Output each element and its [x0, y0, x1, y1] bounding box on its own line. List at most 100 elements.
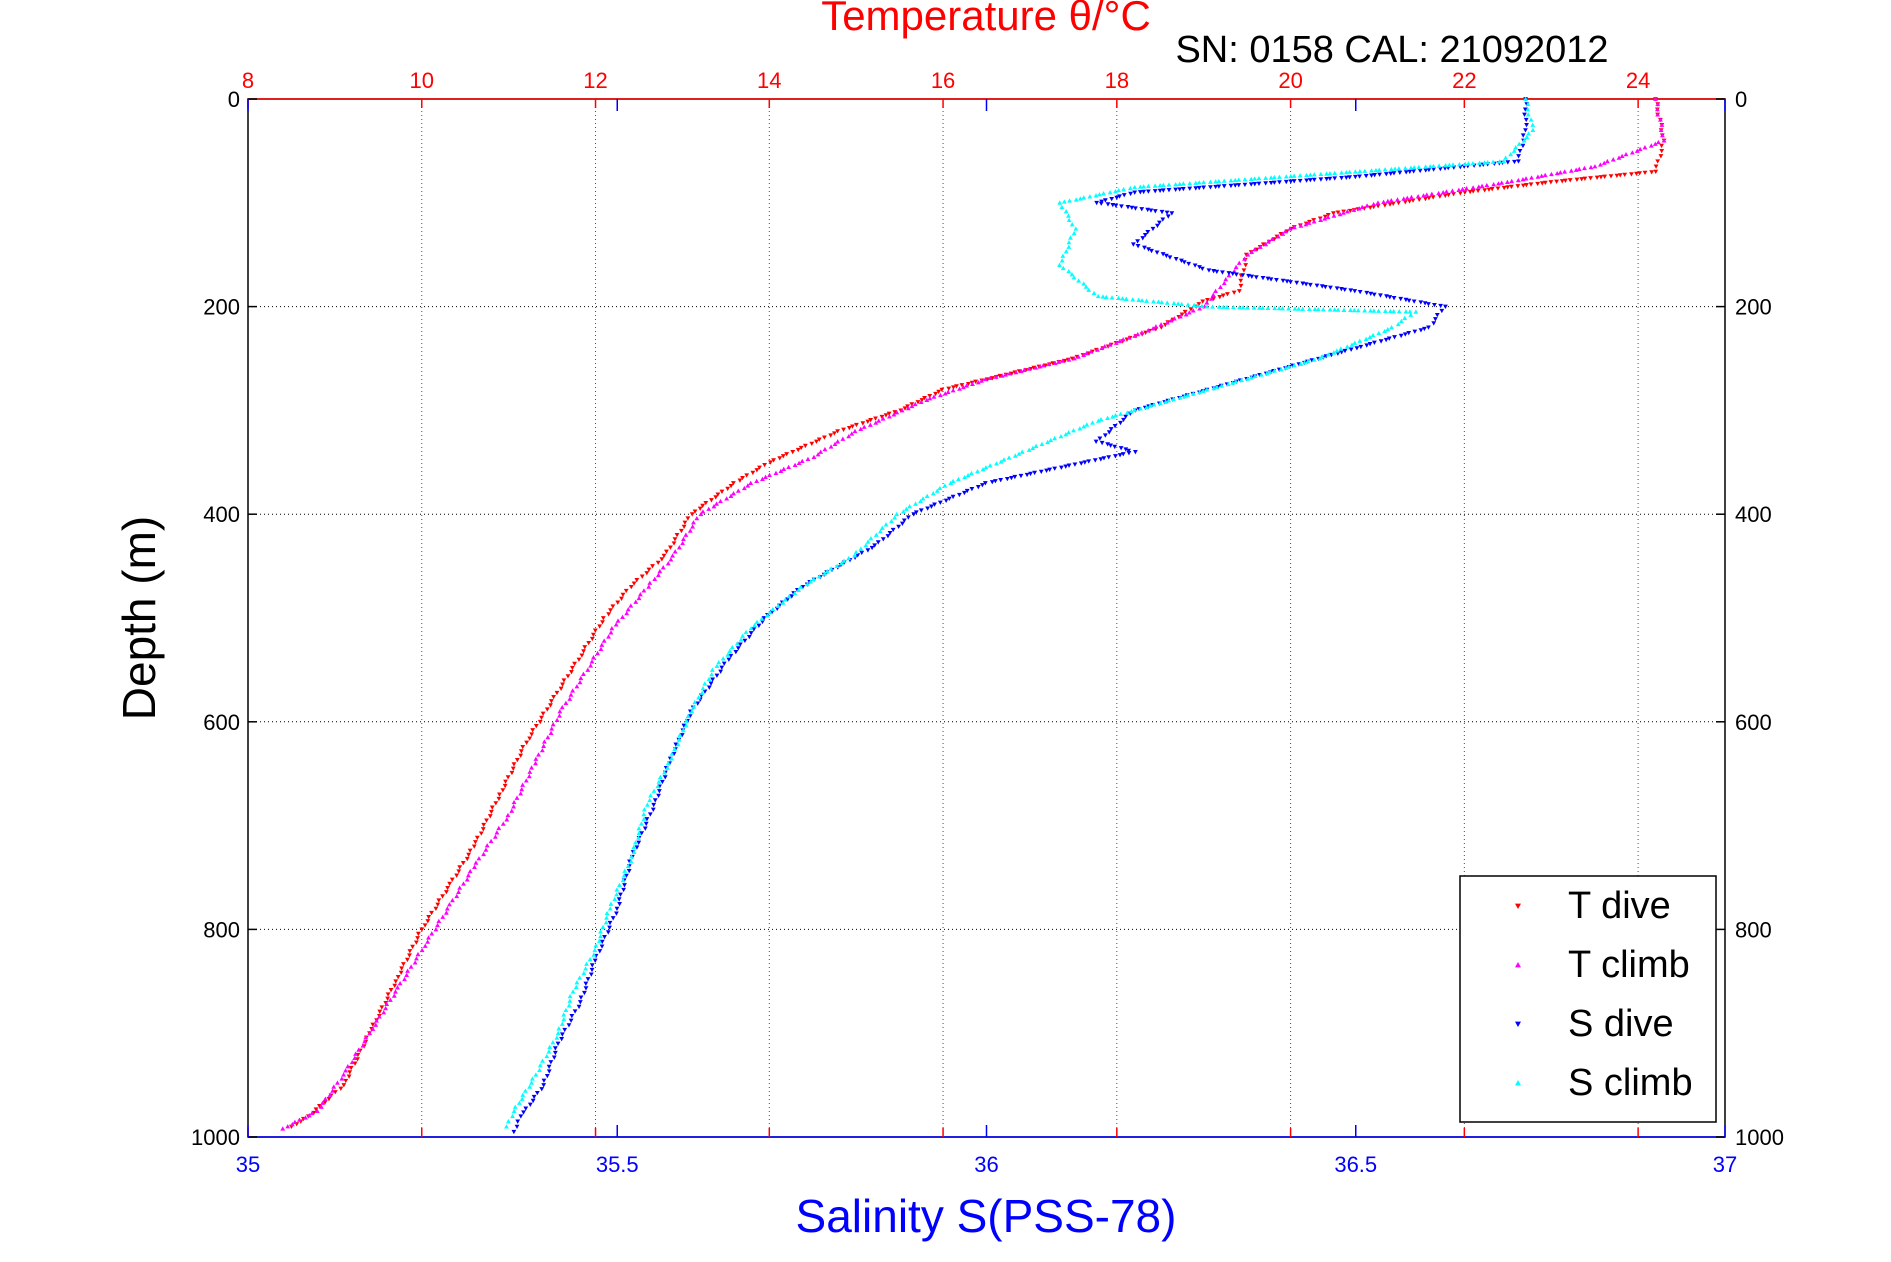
- data-point: [422, 923, 428, 928]
- data-point: [1256, 181, 1262, 186]
- data-point: [657, 568, 663, 574]
- data-point: [1268, 277, 1274, 282]
- data-point: [1021, 367, 1027, 372]
- data-point: [1592, 164, 1598, 169]
- data-point: [1347, 169, 1353, 174]
- data-point: [1397, 170, 1403, 176]
- data-point: [547, 1044, 553, 1049]
- data-point: [1132, 407, 1138, 412]
- data-point: [1252, 247, 1258, 252]
- data-point: [1056, 359, 1062, 364]
- data-point: [868, 536, 874, 541]
- data-point: [1396, 309, 1402, 314]
- data-point: [529, 765, 534, 770]
- data-point: [1298, 223, 1304, 228]
- data-point: [1185, 392, 1191, 397]
- data-point: [737, 478, 743, 483]
- data-point: [1263, 181, 1269, 186]
- data-point: [540, 711, 546, 716]
- data-point: [1588, 164, 1594, 170]
- data-point: [511, 804, 517, 809]
- data-point: [679, 733, 685, 738]
- data-point: [728, 483, 734, 489]
- data-point: [1396, 200, 1401, 206]
- data-point: [1426, 302, 1431, 307]
- data-point: [370, 1026, 376, 1031]
- data-point: [1109, 196, 1115, 202]
- data-point: [1429, 191, 1435, 196]
- data-point: [1248, 176, 1254, 182]
- data-point: [853, 549, 859, 555]
- data-point: [600, 616, 606, 621]
- data-point: [1256, 175, 1262, 181]
- data-point: [1304, 178, 1309, 183]
- data-point: [1086, 459, 1092, 464]
- data-point: [784, 452, 790, 457]
- data-point: [1186, 310, 1192, 315]
- data-point: [597, 624, 603, 629]
- data-point: [1238, 278, 1244, 284]
- data-point: [480, 827, 486, 832]
- data-point: [1157, 400, 1163, 406]
- data-point: [929, 504, 934, 509]
- data-point: [604, 915, 609, 920]
- data-point: [1083, 284, 1089, 289]
- data-point: [1197, 306, 1203, 311]
- data-point: [1152, 189, 1158, 194]
- data-point: [1225, 381, 1231, 387]
- data-point: [726, 657, 732, 662]
- data-point: [1230, 380, 1236, 385]
- data-point: [1436, 163, 1442, 168]
- data-point: [1152, 209, 1158, 214]
- data-point: [1311, 177, 1317, 183]
- data-point: [1179, 312, 1185, 317]
- data-point: [1066, 213, 1071, 218]
- data-point: [515, 1119, 521, 1124]
- data-point: [709, 667, 715, 672]
- data-point: [625, 607, 631, 612]
- data-point: [1206, 268, 1212, 273]
- data-point: [1004, 476, 1010, 482]
- data-point: [1505, 185, 1511, 190]
- data-point: [1460, 186, 1465, 192]
- data-point: [1069, 222, 1075, 227]
- data-point: [1233, 272, 1239, 277]
- data-point: [1322, 216, 1328, 221]
- data-point: [1391, 296, 1397, 301]
- data-point: [780, 454, 786, 459]
- data-point: [596, 938, 602, 943]
- data-point: [846, 555, 852, 561]
- data-point: [1191, 302, 1197, 308]
- axis-ticks: 8 10 12 14 16 18 20 22 24 0 0 200 200 400 400 600 600 800…: [191, 68, 1784, 1177]
- data-point: [1121, 193, 1127, 198]
- data-point: [1252, 182, 1258, 187]
- bottom-tick-label: 36: [974, 1152, 998, 1177]
- data-point: [1228, 183, 1234, 189]
- data-point: [942, 391, 948, 396]
- data-point: [1158, 322, 1164, 327]
- data-point: [478, 831, 484, 836]
- data-point: [990, 376, 995, 381]
- data-point: [383, 1001, 389, 1006]
- data-point: [634, 578, 640, 583]
- data-point: [1421, 193, 1426, 198]
- data-point: [573, 984, 579, 989]
- data-point: [1240, 305, 1246, 310]
- data-point: [1659, 148, 1665, 154]
- data-point: [1411, 165, 1417, 170]
- data-point: [1109, 295, 1115, 300]
- data-point: [509, 770, 515, 776]
- data-point: [764, 613, 770, 618]
- data-point: [591, 952, 597, 957]
- data-point: [781, 466, 787, 472]
- data-point: [1617, 173, 1623, 178]
- x-axis-label: Salinity S(PSS-78): [796, 1190, 1177, 1242]
- data-point: [762, 462, 767, 468]
- data-point: [1399, 318, 1404, 324]
- data-point: [1269, 236, 1275, 242]
- data-point: [484, 818, 489, 823]
- data-point: [558, 686, 564, 691]
- data-point: [1659, 122, 1665, 127]
- data-point: [326, 1097, 332, 1102]
- data-point: [1132, 450, 1138, 455]
